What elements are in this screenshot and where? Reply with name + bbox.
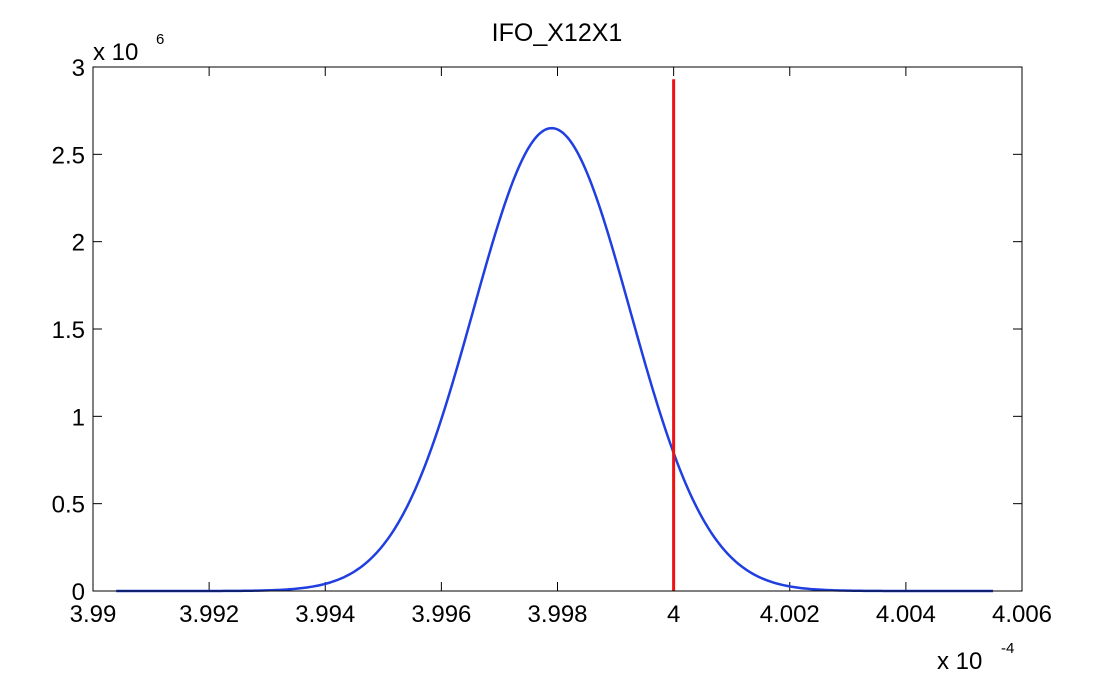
y-tick-label: 2.5 xyxy=(52,142,85,169)
y-multiplier-base: x 10 xyxy=(93,39,138,66)
y-ticks: 0 0.5 1 1.5 2 2.5 3 xyxy=(52,55,1022,606)
y-tick-label: 1 xyxy=(72,404,85,431)
x-tick-label: 4.006 xyxy=(992,601,1052,628)
x-tick-label: 4.002 xyxy=(760,601,820,628)
y-tick-label: 3 xyxy=(72,55,85,82)
y-tick-label: 0.5 xyxy=(52,492,85,519)
x-multiplier-exponent: -4 xyxy=(1001,640,1014,657)
x-multiplier-base: x 10 xyxy=(937,648,982,675)
x-tick-label: 3.998 xyxy=(527,601,587,628)
y-tick-label: 2 xyxy=(72,230,85,257)
x-tick-label: 4 xyxy=(667,601,680,628)
plot-background xyxy=(93,67,1022,591)
chart-title: IFO_X12X1 xyxy=(492,19,623,47)
x-tick-label: 4.004 xyxy=(876,601,936,628)
y-tick-label: 0 xyxy=(72,579,85,606)
x-tick-label: 3.994 xyxy=(295,601,355,628)
y-tick-label: 1.5 xyxy=(52,317,85,344)
x-tick-label: 3.99 xyxy=(70,601,117,628)
y-multiplier-exponent: 6 xyxy=(156,31,164,48)
x-ticks: 3.99 3.992 3.994 3.996 3.998 4 4.002 4.004 4.006 xyxy=(70,67,1052,628)
x-tick-label: 3.996 xyxy=(411,601,471,628)
plot-frame xyxy=(92,66,1023,592)
x-tick-label: 3.992 xyxy=(179,601,239,628)
